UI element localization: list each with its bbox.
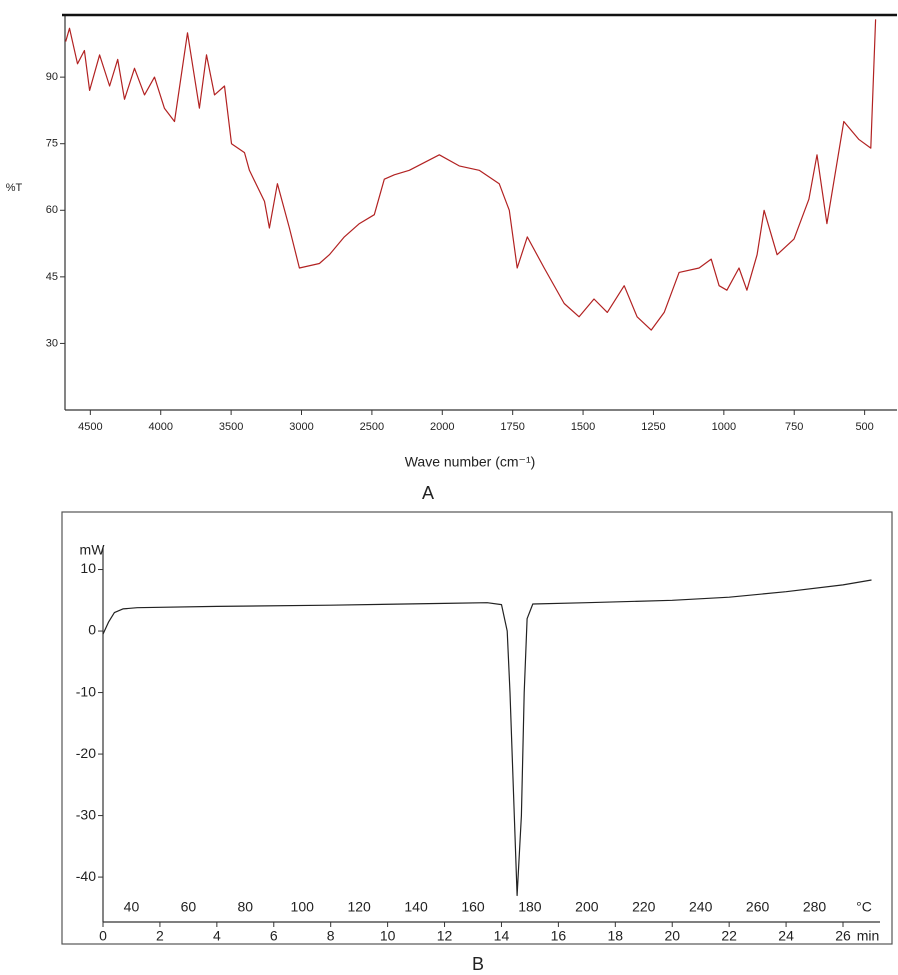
y-axis-label: %T	[6, 182, 23, 194]
x-tick-label: 20	[664, 928, 680, 944]
x-tick-label: 1500	[571, 421, 595, 433]
y-tick-label: 75	[46, 138, 58, 150]
y-tick-label: -10	[76, 683, 96, 699]
x2-tick-label: 240	[689, 899, 713, 915]
x-tick-label: 1000	[712, 421, 736, 433]
x2-tick-label: 40	[124, 899, 140, 915]
x2-tick-label: 280	[803, 899, 827, 915]
x-tick-label: 8	[327, 928, 335, 944]
y-tick-label: 90	[46, 71, 58, 83]
y-axis-label: mW	[80, 542, 106, 558]
x-tick-label: 3000	[289, 421, 313, 433]
x-tick-label: 1250	[641, 421, 665, 433]
x-tick-label: 4000	[148, 421, 172, 433]
x-tick-label: 3500	[219, 421, 243, 433]
x-axis-label: min	[857, 928, 880, 944]
x-tick-label: 12	[437, 928, 453, 944]
y-tick-label: -20	[76, 745, 96, 761]
chart-caption: B	[472, 954, 484, 974]
chart-caption: A	[422, 483, 434, 503]
x2-tick-label: 120	[347, 899, 371, 915]
x-tick-label: 6	[270, 928, 278, 944]
x-tick-label: 0	[99, 928, 107, 944]
x2-tick-label: 80	[238, 899, 254, 915]
x2-tick-label: 260	[746, 899, 770, 915]
x-tick-label: 1750	[500, 421, 524, 433]
x2-tick-label: 180	[518, 899, 542, 915]
y-tick-label: -30	[76, 806, 96, 822]
x-tick-label: 500	[855, 421, 873, 433]
data-line	[65, 19, 877, 331]
x-tick-label: 16	[551, 928, 567, 944]
y-tick-label: -40	[76, 868, 96, 884]
x2-tick-label: 100	[291, 899, 315, 915]
x-tick-label: 26	[835, 928, 851, 944]
x-tick-label: 22	[721, 928, 737, 944]
x-tick-label: 14	[494, 928, 510, 944]
data-line	[102, 579, 872, 897]
y-tick-label: 45	[46, 271, 58, 283]
x2-tick-label: 60	[181, 899, 197, 915]
y-tick-label: 10	[80, 560, 96, 576]
y-tick-label: 60	[46, 204, 58, 216]
x-tick-label: 2500	[360, 421, 384, 433]
x-tick-label: 2000	[430, 421, 454, 433]
x-tick-label: 4500	[78, 421, 102, 433]
x-tick-label: 24	[778, 928, 794, 944]
x2-tick-label: 160	[461, 899, 485, 915]
y-tick-label: 0	[88, 622, 96, 638]
x-axis-label: Wave number (cm⁻¹)	[405, 454, 536, 470]
x-tick-label: 750	[785, 421, 803, 433]
x-tick-label: 4	[213, 928, 221, 944]
x2-tick-label: 140	[404, 899, 428, 915]
x2-axis-label: °C	[856, 899, 872, 915]
x2-tick-label: 200	[575, 899, 599, 915]
x-tick-label: 10	[380, 928, 396, 944]
x2-tick-label: 220	[632, 899, 656, 915]
chart-b-frame	[61, 511, 893, 945]
x-tick-label: 18	[608, 928, 624, 944]
y-tick-label: 30	[46, 337, 58, 349]
x-tick-label: 2	[156, 928, 164, 944]
